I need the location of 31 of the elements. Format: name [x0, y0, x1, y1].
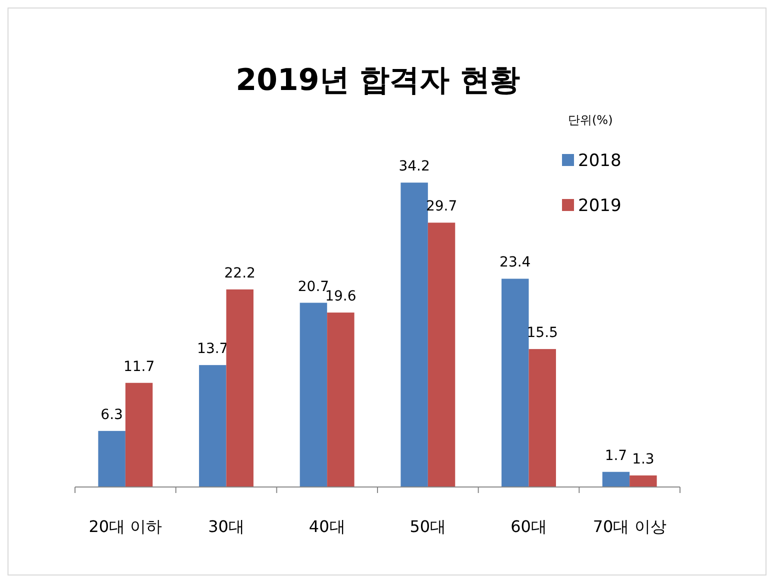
x-tick-label: 50대	[410, 517, 446, 536]
bar	[300, 302, 328, 487]
bar	[98, 430, 126, 487]
bar	[502, 278, 529, 487]
data-label: 1.3	[632, 451, 654, 468]
data-label: 1.7	[604, 448, 628, 464]
chart-title: 2019년 합격자 현황	[236, 63, 520, 98]
data-label: 34.2	[398, 158, 430, 175]
x-tick-label: 40대	[308, 517, 346, 536]
bar	[226, 289, 254, 487]
bar	[428, 222, 456, 487]
bar	[400, 182, 428, 487]
legend-label: 2019	[578, 196, 622, 216]
bar	[199, 365, 226, 487]
bar	[528, 349, 556, 487]
x-tick-label: 60대	[510, 517, 547, 536]
legend-label: 2018	[578, 151, 622, 171]
data-label: 6.3	[100, 406, 123, 423]
x-tick-label: 20대 이하	[88, 517, 162, 536]
text: 단위(%)	[568, 113, 613, 127]
x-tick-label: 30대	[208, 517, 244, 536]
x-tick-label: 70대 이상	[592, 517, 666, 536]
bar	[630, 475, 657, 487]
bar	[327, 312, 354, 487]
data-label: 19.6	[325, 288, 356, 305]
bar	[125, 382, 153, 487]
data-label: 23.4	[500, 254, 531, 271]
bar	[602, 472, 630, 487]
data-label: 11.7	[123, 358, 155, 375]
data-label: 22.2	[224, 265, 256, 282]
data-label: 13.7	[197, 341, 228, 358]
